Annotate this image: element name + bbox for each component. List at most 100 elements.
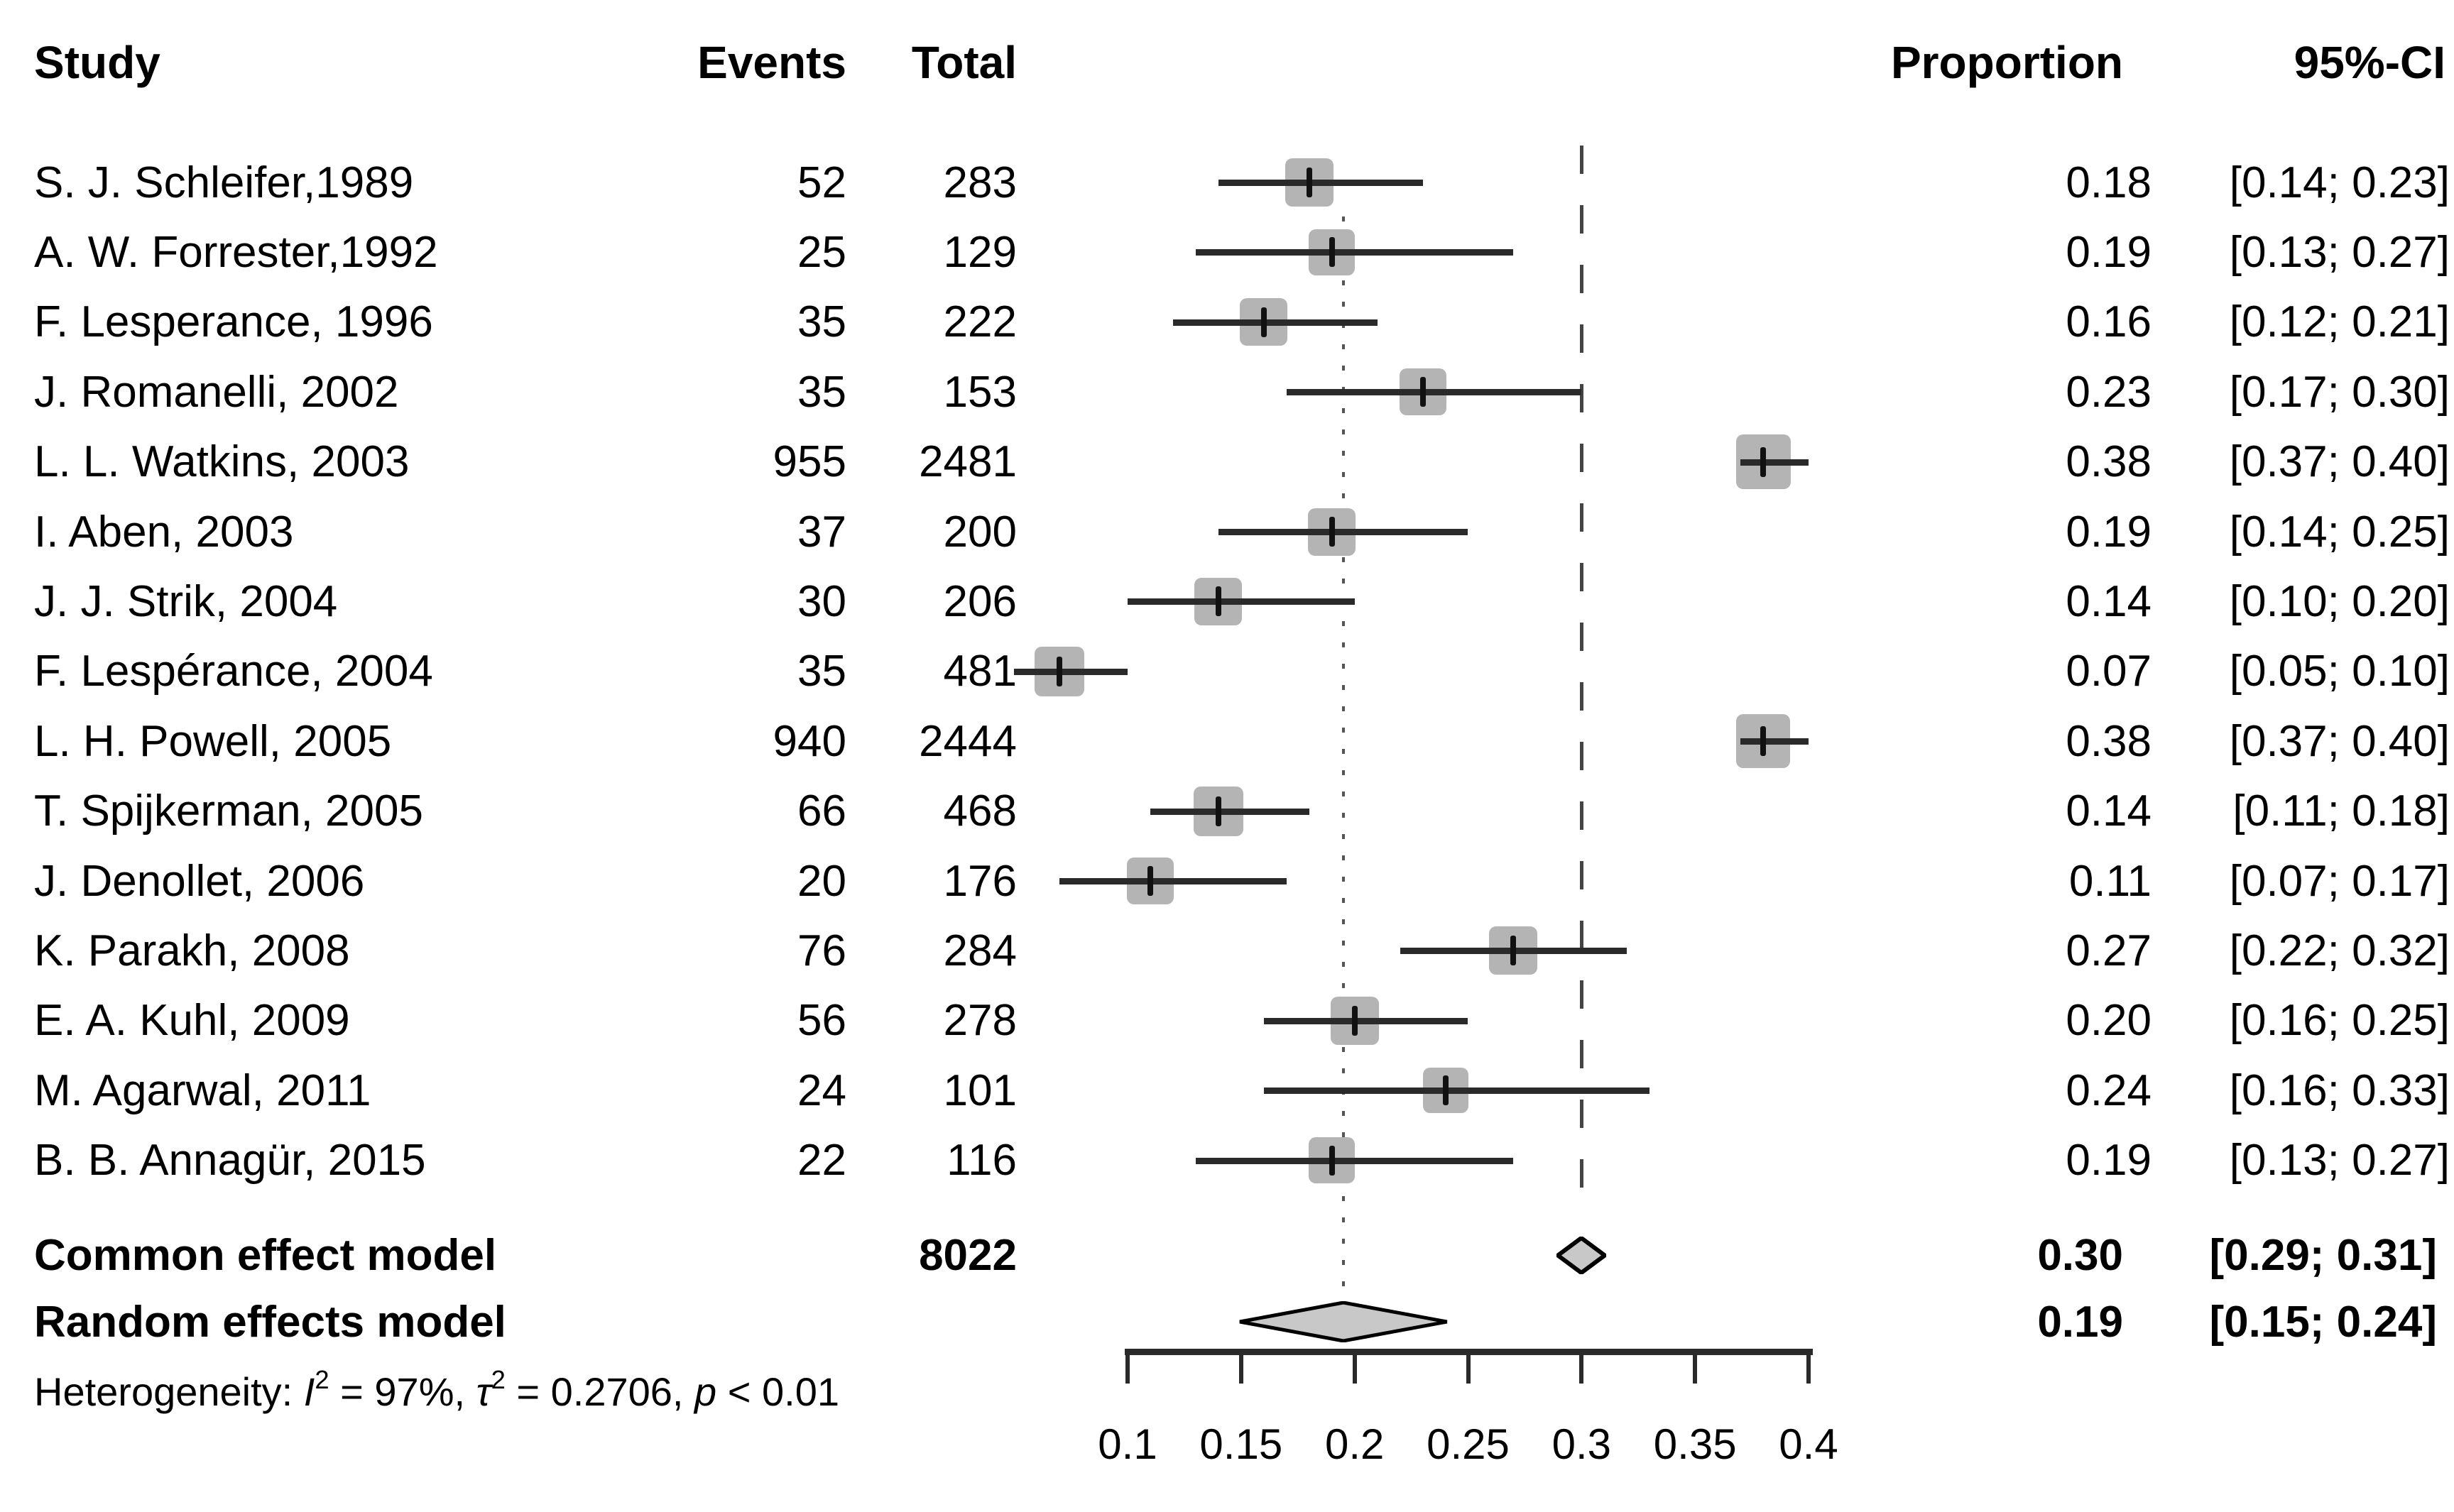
axis-tick — [1125, 1351, 1130, 1384]
study-row: M. Agarwal, 2011 24 101 0.24 [0.16; 0.33] — [0, 1056, 2454, 1125]
proportion-value: 0.20 — [2066, 996, 2152, 1046]
column-header-proportion: Proportion — [1890, 37, 2123, 88]
axis-tick-label: 0.3 — [1552, 1420, 1611, 1468]
study-name: E. A. Kuhl, 2009 — [34, 996, 350, 1046]
column-header-study: Study — [34, 37, 160, 88]
proportion-value: 0.27 — [2066, 926, 2152, 975]
proportion-value: 0.38 — [2066, 716, 2152, 766]
events-value: 30 — [797, 576, 846, 626]
ci-line — [1128, 598, 1355, 606]
events-value: 22 — [797, 1136, 846, 1185]
study-name: L. H. Powell, 2005 — [34, 716, 392, 766]
ci-value: [0.10; 0.20] — [2229, 576, 2450, 626]
summary-proportion-value: 0.30 — [2037, 1230, 2123, 1280]
proportion-value: 0.18 — [2066, 158, 2152, 207]
ci-value: [0.16; 0.33] — [2229, 1065, 2450, 1115]
common-effect-diamond — [1556, 1236, 1607, 1274]
point-tick — [1329, 517, 1335, 547]
axis-tick-label: 0.1 — [1098, 1420, 1157, 1468]
heterogeneity-text-part: < 0.01 — [716, 1369, 840, 1414]
ci-value: [0.37; 0.40] — [2229, 716, 2450, 766]
axis-tick — [1238, 1351, 1243, 1384]
total-value: 283 — [943, 158, 1017, 207]
ci-line — [1740, 738, 1809, 745]
proportion-value: 0.14 — [2066, 576, 2152, 626]
ci-line — [1286, 389, 1582, 396]
total-value: 116 — [947, 1136, 1017, 1185]
proportion-value: 0.16 — [2066, 297, 2152, 347]
total-value: 481 — [943, 647, 1017, 696]
study-row: B. B. Annagür, 2015 22 116 0.19 [0.13; 0.27] — [0, 1126, 2454, 1195]
total-value: 101 — [943, 1065, 1017, 1115]
point-tick — [1760, 726, 1767, 757]
summary-label: Common effect model — [34, 1230, 497, 1280]
heterogeneity-text-part: τ — [476, 1369, 491, 1414]
axis-tick-label: 0.2 — [1324, 1420, 1385, 1468]
point-tick — [1260, 307, 1267, 337]
study-name: J. Denollet, 2006 — [34, 856, 365, 906]
ci-value: [0.16; 0.25] — [2229, 996, 2450, 1046]
point-tick — [1329, 1145, 1335, 1176]
ci-value: [0.12; 0.21] — [2229, 297, 2450, 347]
total-value: 468 — [943, 787, 1017, 836]
events-value: 76 — [797, 926, 846, 975]
diamond-shape — [1239, 1301, 1447, 1342]
ci-value: [0.37; 0.40] — [2229, 437, 2450, 487]
dotted-line-random-estimate — [1341, 217, 1345, 1300]
point-tick — [1351, 1005, 1358, 1036]
study-row: F. Lesperance, 1996 35 222 0.16 [0.12; 0.21] — [0, 287, 2454, 357]
study-name: T. Spijkerman, 2005 — [34, 787, 423, 836]
diamond-shape — [1556, 1236, 1607, 1274]
proportion-value: 0.19 — [2066, 1136, 2152, 1185]
study-row: S. J. Schleifer,1989 52 283 0.18 [0.14; 0.23… — [0, 148, 2454, 217]
study-row: J. J. Strik, 2004 30 206 0.14 [0.10; 0.20] — [0, 566, 2454, 636]
point-tick — [1329, 237, 1335, 268]
events-value: 35 — [797, 647, 846, 696]
total-value: 206 — [943, 576, 1017, 626]
proportion-value: 0.19 — [2066, 227, 2152, 277]
study-name: L. L. Watkins, 2003 — [34, 437, 410, 487]
study-name: I. Aben, 2003 — [34, 507, 294, 557]
total-value: 200 — [943, 507, 1017, 557]
summary-total-value: 8022 — [919, 1230, 1017, 1280]
summary-ci-value: [0.15; 0.24] — [2209, 1297, 2437, 1347]
point-tick — [1215, 586, 1221, 617]
study-row: J. Romanelli, 2002 35 153 0.23 [0.17; 0.30] — [0, 357, 2454, 427]
axis-tick — [1352, 1351, 1357, 1384]
ci-line — [1740, 459, 1809, 466]
point-tick — [1510, 936, 1517, 966]
total-value: 284 — [943, 926, 1017, 975]
ci-line — [1263, 1017, 1468, 1024]
study-name: J. Romanelli, 2002 — [34, 367, 399, 417]
proportion-value: 0.14 — [2066, 787, 2152, 836]
proportion-value: 0.38 — [2066, 437, 2152, 487]
events-value: 24 — [797, 1065, 846, 1115]
study-name: B. B. Annagür, 2015 — [34, 1136, 426, 1185]
study-row: K. Parakh, 2008 76 284 0.27 [0.22; 0.32] — [0, 916, 2454, 985]
study-row: J. Denollet, 2006 20 176 0.11 [0.07; 0.17] — [0, 846, 2454, 916]
study-name: A. W. Forrester,1992 — [34, 227, 438, 277]
total-value: 2444 — [919, 716, 1017, 766]
study-row: L. H. Powell, 2005 940 2444 0.38 [0.37; 0.40… — [0, 706, 2454, 776]
axis-tick-label: 0.35 — [1653, 1420, 1737, 1468]
total-value: 222 — [943, 297, 1017, 347]
study-row: I. Aben, 2003 37 200 0.19 [0.14; 0.25] — [0, 497, 2454, 566]
point-tick — [1442, 1075, 1449, 1106]
summary-label: Random effects model — [34, 1297, 506, 1347]
events-value: 66 — [797, 787, 846, 836]
ci-line — [1150, 808, 1309, 815]
total-value: 2481 — [919, 437, 1017, 487]
events-value: 955 — [773, 437, 846, 487]
events-value: 56 — [797, 996, 846, 1046]
events-value: 20 — [797, 856, 846, 906]
point-tick — [1147, 866, 1153, 896]
study-row: T. Spijkerman, 2005 66 468 0.14 [0.11; 0.18] — [0, 777, 2454, 846]
ci-line — [1059, 878, 1287, 884]
point-tick — [1306, 168, 1312, 197]
ci-value: [0.05; 0.10] — [2229, 647, 2450, 696]
study-row: F. Lespérance, 2004 35 481 0.07 [0.05; 0.10] — [0, 637, 2454, 706]
point-tick — [1419, 377, 1426, 407]
ci-line — [1014, 668, 1128, 675]
point-tick — [1760, 447, 1767, 477]
